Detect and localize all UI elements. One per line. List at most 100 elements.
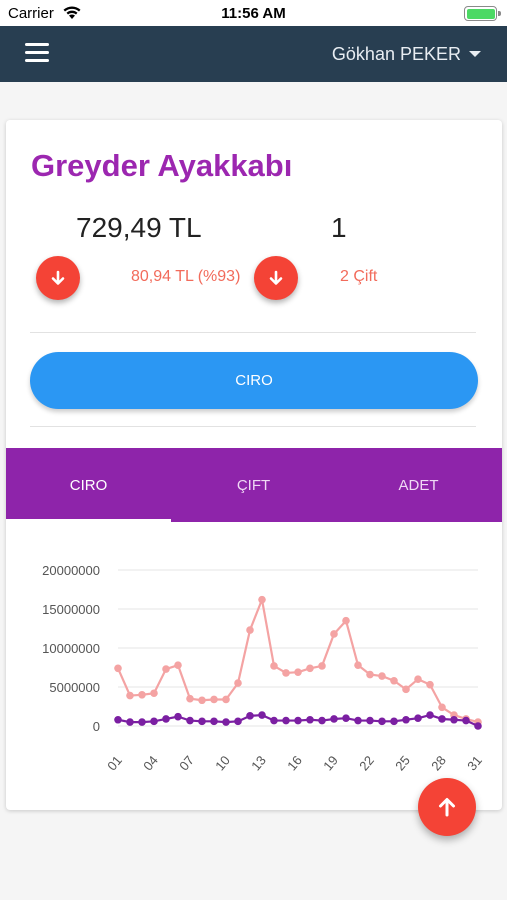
count-value: 1 bbox=[331, 212, 347, 243]
divider bbox=[30, 332, 476, 333]
x-tick-label: 28 bbox=[428, 753, 449, 774]
data-point bbox=[366, 670, 374, 679]
hamburger-icon[interactable] bbox=[25, 43, 49, 63]
data-point bbox=[414, 714, 422, 722]
data-point bbox=[282, 716, 290, 725]
data-point bbox=[210, 695, 218, 704]
wifi-icon bbox=[62, 5, 82, 25]
x-tick-label: 04 bbox=[140, 753, 161, 774]
divider bbox=[30, 426, 476, 427]
data-point bbox=[354, 661, 362, 669]
data-point bbox=[390, 717, 398, 726]
scroll-top-button[interactable] bbox=[418, 778, 476, 836]
data-point bbox=[210, 717, 218, 726]
product-title: Greyder Ayakkabı bbox=[31, 148, 293, 183]
data-point bbox=[270, 662, 278, 670]
data-point bbox=[390, 676, 398, 685]
arrow-down-icon bbox=[51, 270, 65, 285]
count-down-button[interactable] bbox=[254, 256, 298, 300]
data-point bbox=[330, 715, 338, 723]
data-point bbox=[378, 717, 386, 726]
data-point bbox=[234, 717, 242, 726]
data-point bbox=[246, 712, 254, 720]
data-point bbox=[294, 668, 302, 676]
data-point bbox=[462, 716, 470, 725]
top-navbar: Gökhan PEKER bbox=[0, 26, 507, 82]
revenue-change-text: 80,94 TL (%93) bbox=[131, 268, 241, 285]
data-point bbox=[138, 691, 146, 699]
revenue-down-button[interactable] bbox=[36, 256, 80, 300]
data-point bbox=[150, 717, 158, 726]
data-point bbox=[414, 675, 422, 683]
data-point bbox=[342, 714, 350, 722]
battery-icon bbox=[464, 6, 501, 21]
data-point bbox=[222, 695, 230, 704]
tab-bar: CIRO ÇIFT ADET bbox=[6, 448, 502, 522]
status-bar: Carrier 11:56 AM bbox=[0, 0, 507, 26]
data-point bbox=[150, 689, 158, 698]
data-point bbox=[234, 679, 242, 687]
data-point bbox=[198, 696, 206, 705]
data-point bbox=[450, 715, 458, 724]
revenue-value: 729,49 TL bbox=[76, 212, 202, 243]
data-point bbox=[306, 715, 314, 724]
data-point bbox=[258, 711, 266, 719]
data-point bbox=[474, 722, 482, 730]
data-point bbox=[162, 665, 170, 673]
clock: 11:56 AM bbox=[221, 5, 286, 22]
carrier-label: Carrier bbox=[8, 5, 54, 22]
x-tick-label: 01 bbox=[104, 753, 125, 774]
data-point bbox=[282, 669, 290, 677]
data-point bbox=[402, 685, 410, 694]
x-tick-label: 22 bbox=[356, 753, 377, 774]
data-point bbox=[402, 715, 410, 724]
data-point bbox=[318, 716, 326, 725]
data-point bbox=[318, 662, 326, 670]
data-point bbox=[114, 715, 122, 724]
data-point bbox=[378, 672, 386, 680]
x-tick-label: 13 bbox=[248, 753, 269, 774]
data-point bbox=[126, 691, 134, 700]
y-tick-label: 10000000 bbox=[42, 641, 100, 656]
data-point bbox=[174, 712, 182, 721]
data-point bbox=[426, 711, 434, 719]
x-tick-label: 07 bbox=[176, 753, 197, 774]
x-tick-label: 16 bbox=[284, 753, 305, 774]
x-tick-label: 19 bbox=[320, 753, 341, 774]
x-tick-label: 10 bbox=[212, 753, 233, 774]
series-line-1 bbox=[116, 598, 479, 724]
arrow-down-icon bbox=[269, 270, 283, 285]
count-change-text: 2 Çift bbox=[340, 268, 378, 285]
y-tick-label: 20000000 bbox=[42, 563, 100, 578]
caret-down-icon bbox=[469, 50, 481, 57]
y-tick-label: 15000000 bbox=[42, 602, 100, 617]
data-point bbox=[198, 717, 206, 726]
data-point bbox=[330, 630, 338, 638]
user-menu-dropdown[interactable]: Gökhan PEKER bbox=[332, 44, 481, 65]
x-tick-label: 31 bbox=[464, 753, 485, 774]
tab-cift[interactable]: ÇIFT bbox=[236, 476, 271, 494]
data-point bbox=[246, 626, 254, 634]
data-point bbox=[126, 718, 134, 726]
data-point bbox=[222, 718, 230, 726]
tab-adet[interactable]: ADET bbox=[398, 476, 439, 494]
y-tick-label: 0 bbox=[93, 719, 100, 734]
data-point bbox=[306, 664, 314, 673]
tab-ciro[interactable]: CIRO bbox=[69, 476, 108, 494]
data-point bbox=[186, 694, 194, 703]
x-tick-label: 25 bbox=[392, 753, 413, 774]
data-point bbox=[366, 716, 374, 725]
data-point bbox=[186, 716, 194, 725]
active-tab-indicator bbox=[6, 519, 171, 522]
data-point bbox=[438, 715, 446, 723]
y-tick-label: 5000000 bbox=[49, 680, 100, 695]
data-point bbox=[174, 661, 182, 669]
data-point bbox=[114, 664, 122, 673]
data-point bbox=[258, 595, 266, 604]
product-card: Greyder Ayakkabı 729,49 TL 1 80,94 TL (%… bbox=[6, 120, 502, 810]
data-point bbox=[354, 716, 362, 725]
ciro-button[interactable]: CIRO bbox=[30, 352, 478, 409]
arrow-up-icon bbox=[439, 798, 455, 817]
data-point bbox=[426, 680, 434, 689]
data-point bbox=[162, 715, 170, 723]
